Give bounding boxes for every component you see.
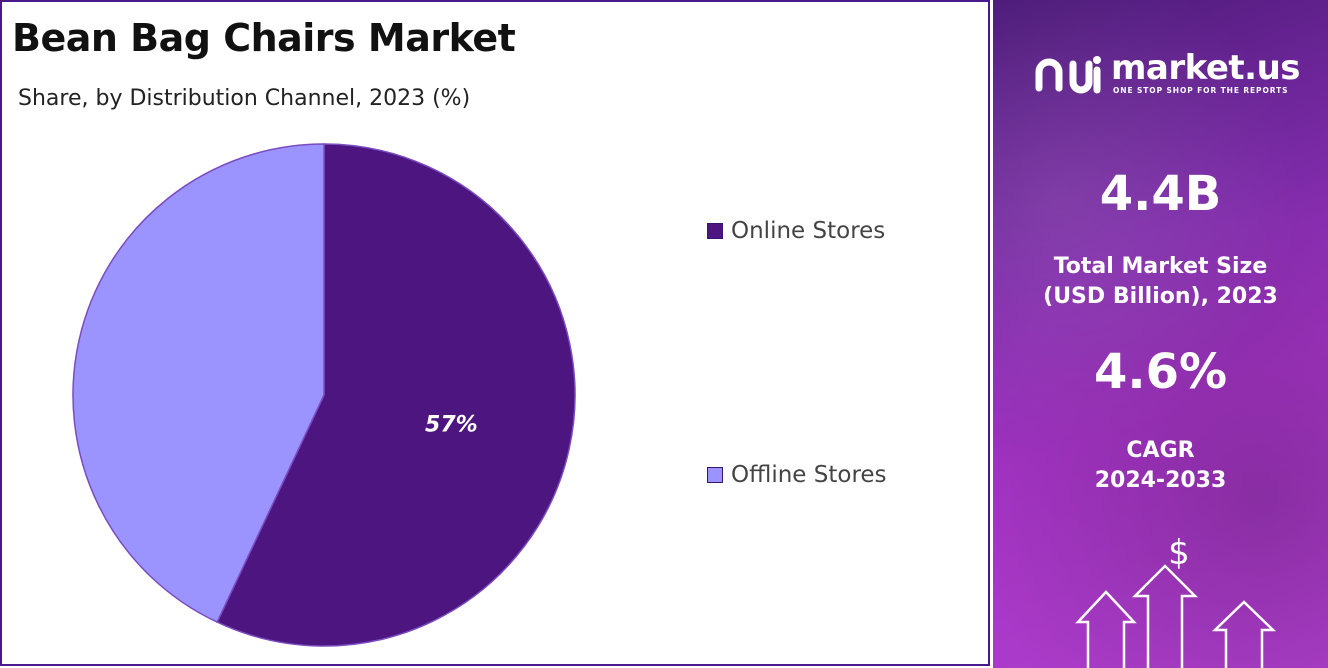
legend-item-online-stores: Online Stores [707, 218, 885, 244]
up-arrow-icon [1211, 600, 1277, 668]
cagr-label-line2: 2024-2033 [1094, 468, 1227, 493]
brand-logo: market.us ONE STOP SHOP FOR THE REPORTS [1035, 48, 1305, 106]
pie-slice-online-stores [216, 143, 576, 647]
background-photo-overlay [993, 0, 1328, 668]
up-arrow-icon [1131, 564, 1199, 668]
summary-panel: market.us ONE STOP SHOP FOR THE REPORTS … [993, 0, 1328, 668]
market-size-value: 4.4B [1099, 166, 1222, 222]
chart-panel: Bean Bag Chairs Market Share, by Distrib… [0, 0, 990, 666]
dollar-sign-icon: $ [1168, 533, 1190, 573]
pie-chart: 57% [72, 143, 576, 647]
chart-subtitle: Share, by Distribution Channel, 2023 (%) [18, 86, 471, 111]
chart-title: Bean Bag Chairs Market [12, 16, 516, 60]
logo-wordmark: market.us [1111, 48, 1301, 88]
legend-swatch-online-stores [707, 223, 723, 239]
legend-item-offline-stores: Offline Stores [707, 462, 887, 488]
logo-tagline: ONE STOP SHOP FOR THE REPORTS [1113, 86, 1289, 95]
pie-data-label-online-stores: 57% [425, 412, 478, 437]
growth-arrows-graphic: $ [1075, 533, 1277, 668]
legend-label-offline-stores: Offline Stores [731, 462, 887, 488]
cagr-value: 4.6% [1093, 344, 1228, 400]
pie-slice-offline-stores [72, 143, 325, 624]
up-arrow-icon [1075, 590, 1137, 668]
market-size-label-line2: (USD Billion), 2023 [1043, 284, 1278, 309]
legend-label-online-stores: Online Stores [731, 218, 886, 244]
market-us-logo-icon [1035, 56, 1101, 94]
cagr-label-line1: CAGR [1126, 438, 1195, 463]
legend-swatch-offline-stores [707, 467, 723, 483]
market-size-label-line1: Total Market Size [1053, 254, 1268, 279]
